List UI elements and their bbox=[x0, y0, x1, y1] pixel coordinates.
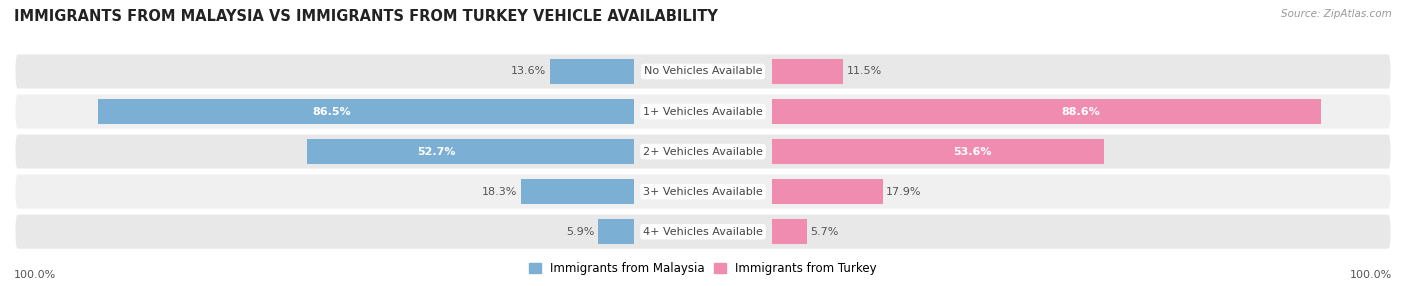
Text: 1+ Vehicles Available: 1+ Vehicles Available bbox=[643, 107, 763, 116]
Text: 5.7%: 5.7% bbox=[811, 227, 839, 237]
Text: 52.7%: 52.7% bbox=[418, 147, 456, 156]
Text: 17.9%: 17.9% bbox=[886, 187, 922, 196]
Legend: Immigrants from Malaysia, Immigrants from Turkey: Immigrants from Malaysia, Immigrants fro… bbox=[524, 258, 882, 280]
Text: 100.0%: 100.0% bbox=[1350, 270, 1392, 280]
FancyBboxPatch shape bbox=[14, 133, 1392, 170]
Bar bbox=[772, 139, 1104, 164]
Bar bbox=[550, 59, 634, 84]
Text: IMMIGRANTS FROM MALAYSIA VS IMMIGRANTS FROM TURKEY VEHICLE AVAILABILITY: IMMIGRANTS FROM MALAYSIA VS IMMIGRANTS F… bbox=[14, 9, 718, 23]
Text: 4+ Vehicles Available: 4+ Vehicles Available bbox=[643, 227, 763, 237]
FancyBboxPatch shape bbox=[14, 213, 1392, 250]
Bar bbox=[520, 179, 634, 204]
Bar bbox=[98, 99, 634, 124]
Bar bbox=[772, 99, 1322, 124]
Bar bbox=[772, 59, 844, 84]
Text: 2+ Vehicles Available: 2+ Vehicles Available bbox=[643, 147, 763, 156]
Bar bbox=[772, 179, 883, 204]
Text: 13.6%: 13.6% bbox=[512, 67, 547, 76]
Text: 18.3%: 18.3% bbox=[482, 187, 517, 196]
Text: 86.5%: 86.5% bbox=[312, 107, 352, 116]
FancyBboxPatch shape bbox=[14, 173, 1392, 210]
Text: 53.6%: 53.6% bbox=[953, 147, 991, 156]
Text: 5.9%: 5.9% bbox=[565, 227, 595, 237]
Text: No Vehicles Available: No Vehicles Available bbox=[644, 67, 762, 76]
Text: Source: ZipAtlas.com: Source: ZipAtlas.com bbox=[1281, 9, 1392, 19]
Bar bbox=[772, 219, 807, 244]
FancyBboxPatch shape bbox=[14, 53, 1392, 90]
Text: 100.0%: 100.0% bbox=[14, 270, 56, 280]
Text: 3+ Vehicles Available: 3+ Vehicles Available bbox=[643, 187, 763, 196]
Text: 11.5%: 11.5% bbox=[846, 67, 882, 76]
Bar bbox=[598, 219, 634, 244]
Bar bbox=[308, 139, 634, 164]
FancyBboxPatch shape bbox=[14, 93, 1392, 130]
Text: 88.6%: 88.6% bbox=[1062, 107, 1101, 116]
